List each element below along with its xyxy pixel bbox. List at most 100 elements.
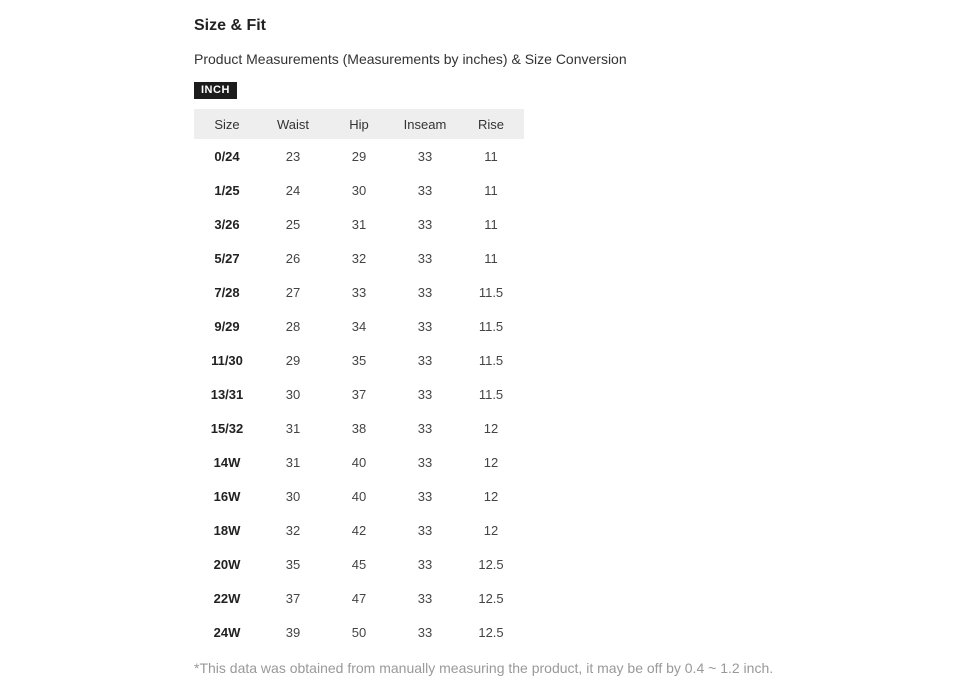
- inseam-cell: 33: [417, 318, 433, 334]
- column-header-rise: Rise: [458, 109, 524, 139]
- size-cell: 11/30: [211, 352, 243, 368]
- inseam-cell: 33: [417, 454, 433, 470]
- size-cell: 9/29: [214, 318, 240, 334]
- table-row: 22W 37 47 33 12.5: [194, 581, 524, 615]
- page-subtitle: Product Measurements (Measurements by in…: [194, 51, 627, 67]
- rise-cell: 11: [484, 182, 498, 198]
- hip-cell: 38: [351, 420, 367, 436]
- table-row: 11/30 29 35 33 11.5: [194, 343, 524, 377]
- waist-cell: 26: [285, 250, 301, 266]
- size-cell: 1/25: [214, 182, 240, 198]
- inseam-cell: 33: [417, 284, 433, 300]
- size-cell: 18W: [213, 522, 241, 538]
- waist-cell: 27: [285, 284, 301, 300]
- inseam-cell: 33: [417, 216, 433, 232]
- size-cell: 16W: [213, 488, 241, 504]
- rise-cell: 11: [484, 250, 498, 266]
- waist-cell: 31: [285, 420, 301, 436]
- size-cell: 14W: [213, 454, 241, 470]
- waist-cell: 39: [285, 624, 301, 640]
- column-header-hip: Hip: [326, 109, 392, 139]
- rise-cell: 12.5: [478, 624, 504, 640]
- hip-cell: 40: [351, 488, 367, 504]
- rise-cell: 12: [483, 420, 499, 436]
- size-cell: 13/31: [210, 386, 244, 402]
- measurement-disclaimer: *This data was obtained from manually me…: [194, 660, 774, 676]
- hip-cell: 45: [351, 556, 367, 572]
- waist-cell: 28: [285, 318, 301, 334]
- column-header-inseam: Inseam: [392, 109, 458, 139]
- waist-cell: 24: [285, 182, 301, 198]
- table-row: 9/29 28 34 33 11.5: [194, 309, 524, 343]
- inseam-cell: 33: [417, 522, 433, 538]
- table-row: 16W 30 40 33 12: [194, 479, 524, 513]
- hip-cell: 30: [351, 182, 367, 198]
- table-row: 0/24 23 29 33 11: [194, 139, 524, 173]
- hip-cell: 32: [351, 250, 367, 266]
- column-header-size: Size: [194, 109, 260, 139]
- table-row: 15/32 31 38 33 12: [194, 411, 524, 445]
- size-cell: 7/28: [214, 284, 240, 300]
- waist-cell: 25: [285, 216, 301, 232]
- page-title: Size & Fit: [194, 17, 267, 34]
- rise-cell: 12: [483, 488, 499, 504]
- size-cell: 22W: [213, 590, 241, 606]
- hip-cell: 37: [351, 386, 367, 402]
- table-row: 7/28 27 33 33 11.5: [194, 275, 524, 309]
- hip-cell: 47: [351, 590, 367, 606]
- inseam-cell: 33: [417, 352, 433, 368]
- rise-cell: 11: [484, 216, 498, 232]
- size-cell: 5/27: [214, 250, 240, 266]
- size-cell: 0/24: [214, 148, 240, 164]
- size-table: Size Waist Hip Inseam Rise 0/24 23 29 33…: [194, 109, 524, 649]
- hip-cell: 50: [351, 624, 367, 640]
- waist-cell: 35: [285, 556, 301, 572]
- size-cell: 24W: [213, 624, 241, 640]
- table-row: 24W 39 50 33 12.5: [194, 615, 524, 649]
- inseam-cell: 33: [417, 488, 433, 504]
- hip-cell: 34: [351, 318, 367, 334]
- rise-cell: 12: [483, 522, 499, 538]
- inseam-cell: 33: [417, 556, 433, 572]
- hip-cell: 29: [351, 148, 367, 164]
- waist-cell: 37: [285, 590, 301, 606]
- size-table-body: 0/24 23 29 33 11 1/25 24 30 33 11 3/26 2…: [194, 139, 524, 649]
- size-cell: 15/32: [210, 420, 244, 436]
- table-row: 20W 35 45 33 12.5: [194, 547, 524, 581]
- header-row: Size Waist Hip Inseam Rise: [194, 109, 524, 139]
- size-table-header: Size Waist Hip Inseam Rise: [194, 109, 524, 139]
- hip-cell: 31: [351, 216, 367, 232]
- waist-cell: 29: [285, 352, 301, 368]
- rise-cell: 11.5: [478, 318, 504, 334]
- inseam-cell: 33: [417, 250, 433, 266]
- table-row: 18W 32 42 33 12: [194, 513, 524, 547]
- hip-cell: 40: [351, 454, 367, 470]
- inseam-cell: 33: [417, 182, 433, 198]
- table-row: 5/27 26 32 33 11: [194, 241, 524, 275]
- column-header-waist: Waist: [260, 109, 326, 139]
- waist-cell: 31: [285, 454, 301, 470]
- inseam-cell: 33: [417, 420, 433, 436]
- rise-cell: 11.5: [478, 386, 504, 402]
- rise-cell: 12.5: [478, 556, 504, 572]
- rise-cell: 11: [484, 148, 498, 164]
- rise-cell: 12: [483, 454, 499, 470]
- size-cell: 20W: [213, 556, 241, 572]
- unit-toggle-inch[interactable]: INCH: [194, 82, 237, 99]
- inseam-cell: 33: [417, 624, 433, 640]
- table-row: 1/25 24 30 33 11: [194, 173, 524, 207]
- hip-cell: 33: [351, 284, 367, 300]
- waist-cell: 23: [285, 148, 301, 164]
- waist-cell: 30: [285, 488, 301, 504]
- hip-cell: 35: [351, 352, 367, 368]
- waist-cell: 30: [285, 386, 301, 402]
- inseam-cell: 33: [417, 386, 433, 402]
- table-row: 3/26 25 31 33 11: [194, 207, 524, 241]
- table-row: 13/31 30 37 33 11.5: [194, 377, 524, 411]
- table-row: 14W 31 40 33 12: [194, 445, 524, 479]
- rise-cell: 11.5: [478, 284, 504, 300]
- waist-cell: 32: [285, 522, 301, 538]
- inseam-cell: 33: [417, 148, 433, 164]
- hip-cell: 42: [351, 522, 367, 538]
